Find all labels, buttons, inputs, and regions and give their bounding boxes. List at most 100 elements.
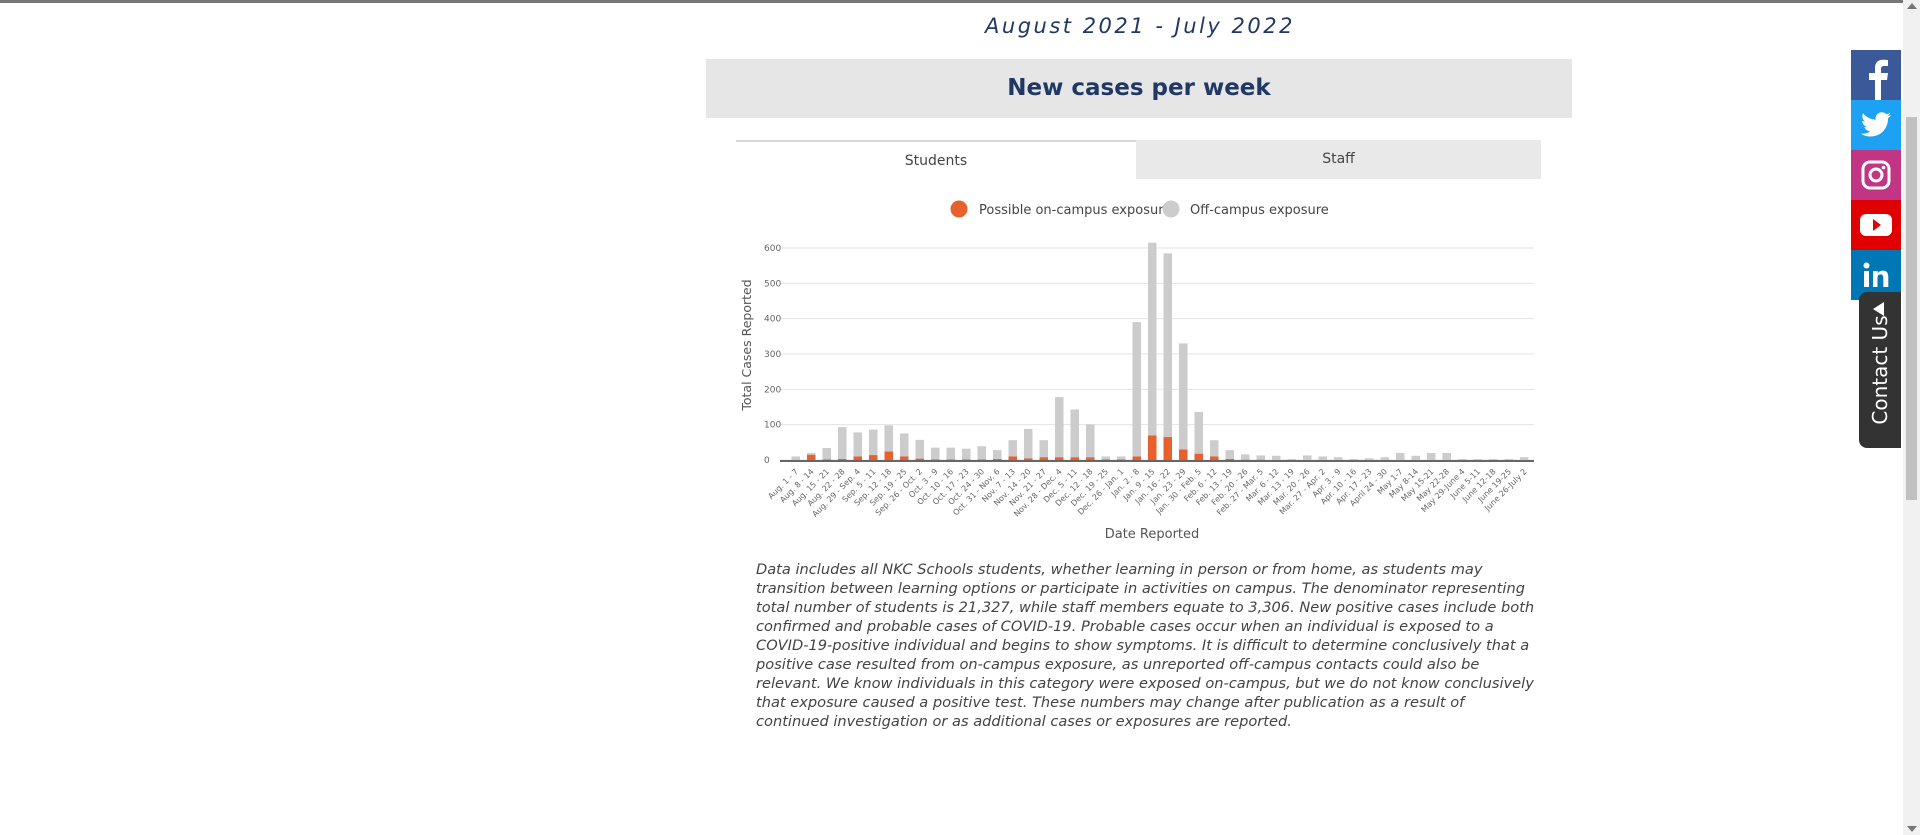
bar-off-campus[interactable] (1147, 242, 1157, 436)
tab-students[interactable]: Students (736, 140, 1136, 179)
youtube-link[interactable] (1851, 200, 1901, 250)
bar-off-campus[interactable] (1008, 440, 1018, 457)
bar-off-campus[interactable] (1023, 428, 1033, 459)
scroll-thumb[interactable] (1906, 117, 1917, 500)
bar-off-campus[interactable] (946, 447, 956, 460)
bar-off-campus[interactable] (791, 456, 801, 460)
bar-on-campus[interactable] (868, 455, 878, 460)
bar-off-campus[interactable] (915, 439, 925, 459)
bar-on-campus[interactable] (1132, 456, 1142, 460)
instagram-link[interactable] (1851, 150, 1901, 200)
bar-off-campus[interactable] (899, 433, 909, 457)
bar-on-campus[interactable] (1008, 456, 1018, 460)
chart-legend: Possible on-campus exposure Off-campus e… (950, 200, 1329, 219)
bar-off-campus[interactable] (1287, 458, 1297, 460)
bar-on-campus[interactable] (915, 458, 925, 460)
linkedin-link[interactable] (1851, 250, 1901, 300)
bar-on-campus[interactable] (1116, 459, 1126, 460)
instagram-bg (1851, 150, 1901, 200)
bar-off-campus[interactable] (1457, 458, 1467, 460)
bar-off-campus[interactable] (1256, 455, 1266, 460)
bar-off-campus[interactable] (1163, 253, 1173, 438)
y-tick-label: 500 (764, 279, 781, 289)
bar-on-campus[interactable] (930, 459, 940, 460)
bar-off-campus[interactable] (1271, 455, 1281, 460)
bar-off-campus[interactable] (992, 450, 1002, 459)
bar-off-campus[interactable] (1395, 452, 1405, 460)
scroll-up-icon[interactable] (1907, 3, 1917, 9)
page-scrollbar[interactable] (1903, 0, 1920, 835)
bar-off-campus[interactable] (1488, 458, 1498, 460)
bar-off-campus[interactable] (1318, 456, 1328, 460)
bar-off-campus[interactable] (977, 446, 987, 460)
bar-on-campus[interactable] (1178, 449, 1188, 460)
scroll-down-icon[interactable] (1907, 826, 1917, 832)
bar-off-campus[interactable] (1473, 458, 1483, 460)
bar-on-campus[interactable] (1225, 458, 1235, 460)
bar-on-campus[interactable] (977, 459, 987, 460)
bar-off-campus[interactable] (1178, 343, 1188, 450)
bar-off-campus[interactable] (930, 447, 940, 460)
chart-bars (791, 242, 1529, 460)
legend-swatch-on-campus (950, 200, 968, 218)
bar-on-campus[interactable] (884, 451, 894, 460)
bar-on-campus[interactable] (1085, 457, 1095, 460)
bar-off-campus[interactable] (837, 427, 847, 459)
expand-arrow-icon (1873, 302, 1884, 316)
bar-on-campus[interactable] (1194, 453, 1204, 460)
bar-off-campus[interactable] (1209, 440, 1219, 457)
bar-off-campus[interactable] (853, 432, 863, 457)
bar-off-campus[interactable] (1039, 440, 1049, 458)
bar-off-campus[interactable] (1364, 458, 1374, 460)
facebook-link[interactable] (1851, 50, 1901, 100)
bar-off-campus[interactable] (1054, 397, 1064, 458)
bar-off-campus[interactable] (1194, 411, 1204, 454)
legend-item-on-campus[interactable]: Possible on-campus exposure (950, 200, 1172, 219)
bar-off-campus[interactable] (1411, 455, 1421, 460)
bar-off-campus[interactable] (1504, 458, 1514, 460)
bar-off-campus[interactable] (1085, 424, 1095, 458)
bar-on-campus[interactable] (1039, 457, 1049, 460)
bar-off-campus[interactable] (1225, 450, 1235, 459)
bar-off-campus[interactable] (1426, 452, 1436, 460)
bar-off-campus[interactable] (884, 425, 894, 452)
twitter-link[interactable] (1851, 100, 1901, 150)
bar-on-campus[interactable] (1054, 457, 1064, 460)
bar-off-campus[interactable] (1101, 456, 1111, 460)
bar-off-campus[interactable] (1519, 457, 1529, 460)
bar-on-campus[interactable] (1070, 457, 1080, 460)
bar-on-campus[interactable] (853, 456, 863, 460)
bar-on-campus[interactable] (946, 459, 956, 460)
panel-title: New cases per week (706, 59, 1572, 118)
bar-on-campus[interactable] (992, 458, 1002, 460)
bar-off-campus[interactable] (961, 448, 971, 460)
bar-on-campus[interactable] (806, 454, 816, 460)
bar-on-campus[interactable] (1163, 437, 1173, 460)
bar-off-campus[interactable] (806, 452, 816, 455)
bar-off-campus[interactable] (822, 447, 832, 460)
bar-off-campus[interactable] (1349, 458, 1359, 460)
bar-off-campus[interactable] (1442, 452, 1452, 460)
bar-on-campus[interactable] (1023, 458, 1033, 460)
bar-off-campus[interactable] (1070, 409, 1080, 458)
bar-on-campus[interactable] (822, 459, 832, 460)
bar-on-campus[interactable] (837, 458, 847, 460)
bar-on-campus[interactable] (1209, 456, 1219, 460)
tab-staff[interactable]: Staff (1322, 151, 1355, 167)
bar-off-campus[interactable] (1116, 456, 1126, 460)
y-tick-label: 100 (764, 421, 781, 431)
bar-on-campus[interactable] (1147, 435, 1157, 460)
bar-on-campus[interactable] (899, 456, 909, 460)
legend-item-off-campus[interactable]: Off-campus exposure (1162, 200, 1329, 219)
bar-off-campus[interactable] (1333, 457, 1343, 460)
cases-chart: Possible on-campus exposure Off-campus e… (736, 190, 1541, 550)
y-axis-label: Total Cases Reported (739, 279, 754, 411)
contact-us-tab[interactable]: Contact Us (1859, 292, 1901, 448)
bar-off-campus[interactable] (868, 429, 878, 456)
bar-off-campus[interactable] (1380, 457, 1390, 460)
bar-on-campus[interactable] (961, 459, 971, 460)
bar-off-campus[interactable] (1302, 455, 1312, 460)
bar-off-campus[interactable] (1132, 322, 1142, 457)
bar-on-campus[interactable] (1101, 459, 1111, 460)
bar-off-campus[interactable] (1240, 454, 1250, 460)
